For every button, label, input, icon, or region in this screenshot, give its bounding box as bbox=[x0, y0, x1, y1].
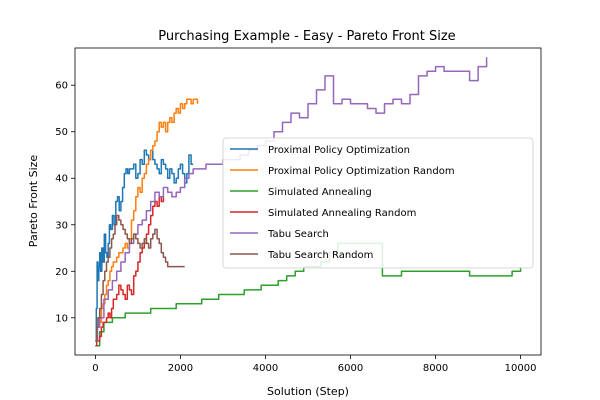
legend-label-3: Simulated Annealing Random bbox=[268, 208, 416, 219]
chart-title: Purchasing Example - Easy - Pareto Front… bbox=[158, 29, 455, 44]
legend-label-0: Proximal Policy Optimization bbox=[268, 145, 410, 156]
series-line-2 bbox=[95, 242, 522, 347]
y-tick-label-3: 40 bbox=[55, 174, 68, 185]
x-axis-label: Solution (Step) bbox=[267, 385, 349, 398]
x-tick-label-0: 0 bbox=[92, 363, 98, 374]
legend-label-1: Proximal Policy Optimization Random bbox=[268, 166, 455, 177]
series-line-0 bbox=[95, 149, 194, 342]
series-line-5 bbox=[95, 214, 185, 342]
x-tick-label-2: 4000 bbox=[253, 363, 278, 374]
legend-box bbox=[222, 137, 534, 269]
y-axis-label: Pareto Front Size bbox=[27, 155, 40, 248]
x-tick-label-3: 6000 bbox=[338, 363, 363, 374]
plot-frame bbox=[74, 47, 542, 356]
legend: Proximal Policy Optimization Proximal Pol… bbox=[222, 137, 534, 269]
x-tick-label-5: 10000 bbox=[505, 363, 537, 374]
legend-label-2: Simulated Annealing bbox=[268, 187, 372, 198]
y-axis-ticks: 10 20 30 40 50 60 bbox=[55, 81, 75, 324]
y-tick-label-0: 10 bbox=[55, 313, 68, 324]
x-tick-label-4: 8000 bbox=[423, 363, 448, 374]
x-axis-ticks: 0 2000 4000 6000 8000 10000 bbox=[92, 355, 536, 374]
x-tick-label-1: 2000 bbox=[168, 363, 193, 374]
y-tick-label-4: 50 bbox=[55, 127, 68, 138]
y-tick-label-1: 20 bbox=[55, 267, 68, 278]
y-tick-label-2: 30 bbox=[55, 220, 68, 231]
y-tick-label-5: 60 bbox=[55, 81, 68, 92]
series-line-1 bbox=[95, 98, 199, 342]
legend-label-5: Tabu Search Random bbox=[267, 250, 373, 261]
series-line-3 bbox=[95, 196, 165, 347]
legend-label-4: Tabu Search bbox=[267, 229, 329, 240]
